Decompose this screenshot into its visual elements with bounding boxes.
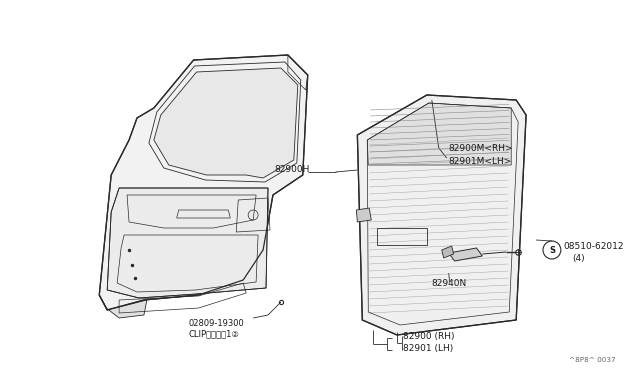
Polygon shape (442, 246, 454, 258)
Polygon shape (449, 248, 483, 261)
Polygon shape (108, 188, 268, 298)
Polygon shape (154, 68, 298, 178)
Text: 02809-19300: 02809-19300 (189, 318, 244, 327)
Text: (4): (4) (572, 253, 584, 263)
Text: 82900M<RH>: 82900M<RH> (449, 144, 513, 153)
Text: 82900 (RH): 82900 (RH) (403, 331, 454, 340)
Text: 82901 (LH): 82901 (LH) (403, 343, 453, 353)
Text: 82901M<LH>: 82901M<LH> (449, 157, 512, 166)
Text: 08510-62012: 08510-62012 (564, 241, 625, 250)
Text: ^8P8^ 0037: ^8P8^ 0037 (569, 357, 616, 363)
Polygon shape (99, 295, 147, 318)
Text: 82940N: 82940N (432, 279, 467, 288)
Text: S: S (549, 246, 555, 254)
Polygon shape (99, 55, 308, 310)
Text: 82900H: 82900H (275, 164, 310, 173)
Polygon shape (357, 95, 526, 335)
Polygon shape (367, 103, 511, 165)
Polygon shape (356, 208, 371, 222)
Text: CLIPクリップ1②: CLIPクリップ1② (189, 330, 239, 339)
